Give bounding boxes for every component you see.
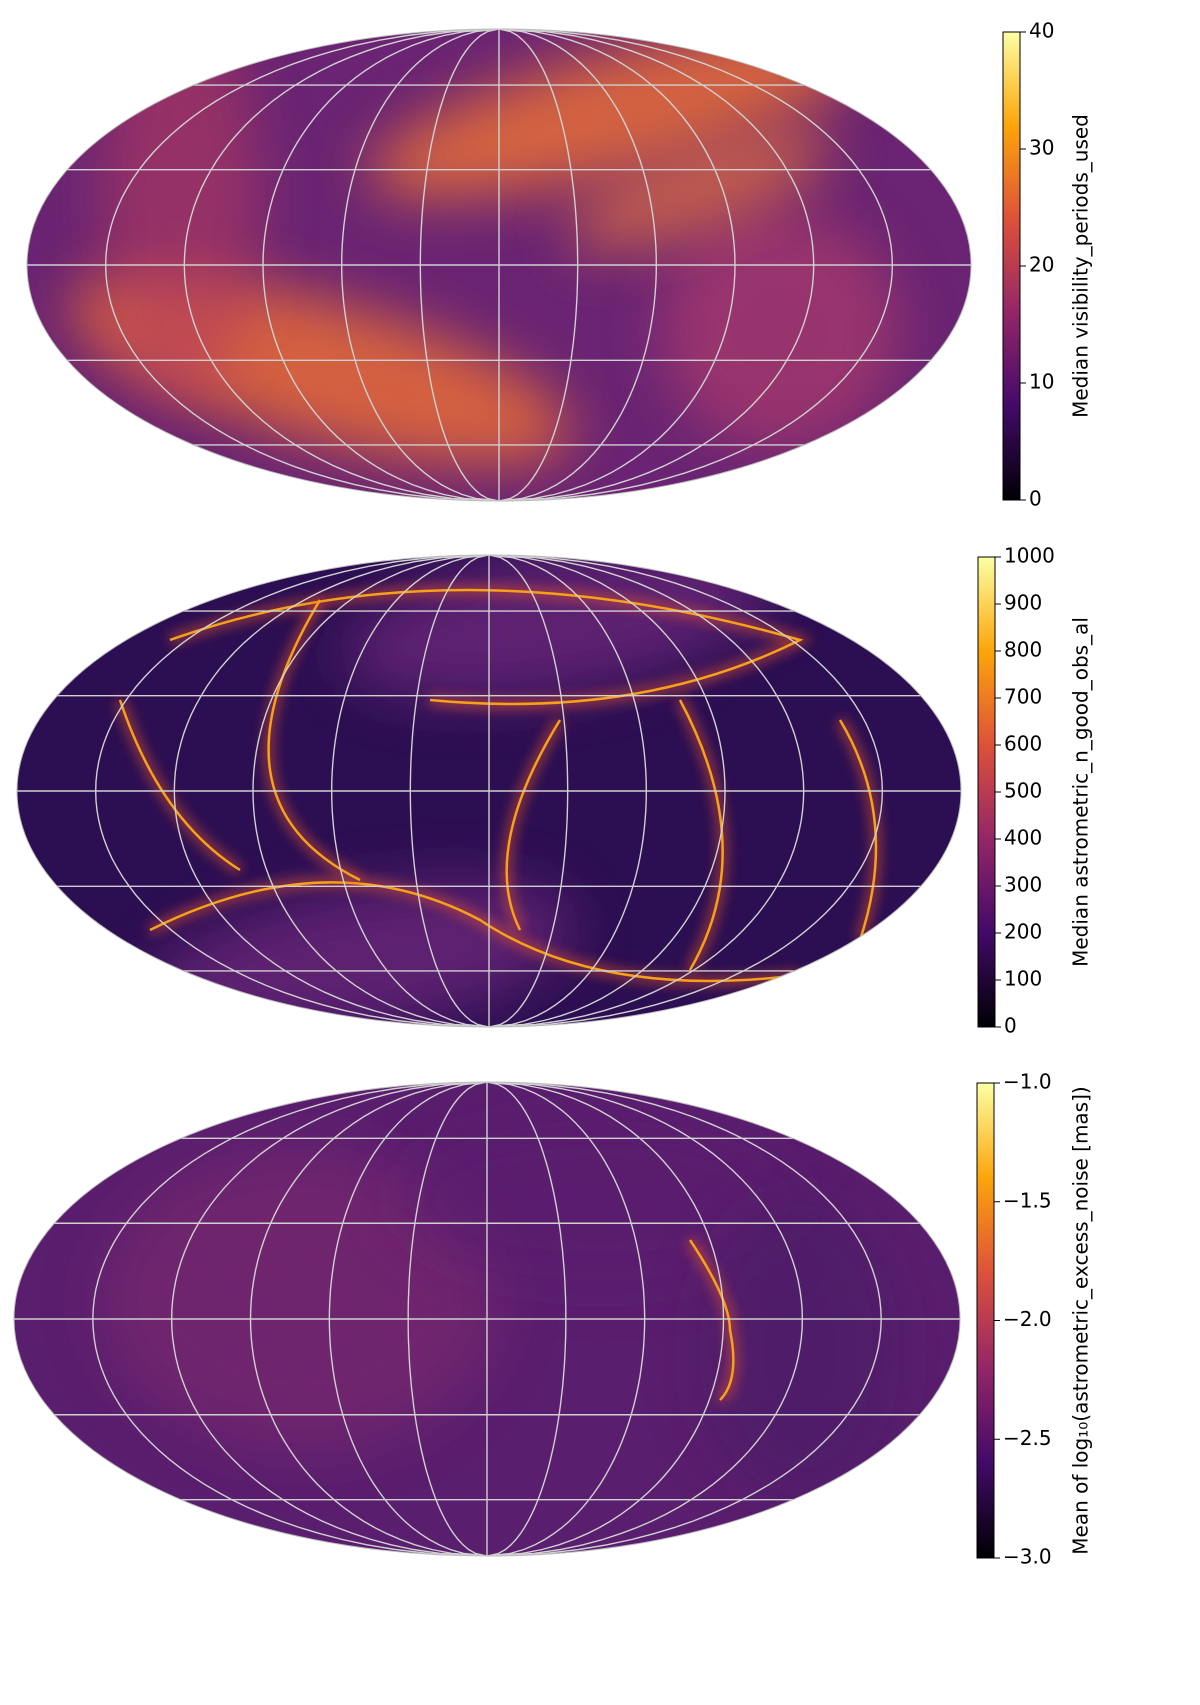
colorbar-tick-label: 0 xyxy=(1004,1014,1017,1038)
colorbar-tick-label: −1.5 xyxy=(1003,1188,1052,1212)
map-arc xyxy=(169,588,804,706)
map-feature xyxy=(400,1120,800,1280)
map-feature xyxy=(368,29,872,199)
map-arc xyxy=(678,699,724,971)
map-feature xyxy=(100,1150,500,1450)
colorbar-tick-label: 300 xyxy=(1004,873,1042,897)
colorbar-tick-label: 0 xyxy=(1029,487,1042,511)
map-outline xyxy=(13,1081,961,1557)
sky-map xyxy=(27,29,971,501)
colorbar-tick-label: 400 xyxy=(1004,826,1042,850)
colorbar-tick-label: 500 xyxy=(1004,779,1042,803)
sky-map xyxy=(14,1082,960,1556)
colorbar-tick-label: 30 xyxy=(1029,136,1054,160)
map-arc xyxy=(149,881,801,983)
map-arc xyxy=(838,719,878,941)
colorbar-tick-label: −3.0 xyxy=(1003,1545,1052,1569)
colorbar-tick-label: −2.0 xyxy=(1003,1307,1052,1331)
colorbar-tick-label: −2.5 xyxy=(1003,1426,1052,1450)
colorbar xyxy=(1002,31,1021,501)
map-feature xyxy=(100,29,260,400)
colorbar-tick-label: 600 xyxy=(1004,732,1042,756)
colorbar-label: Median astrometric_n_good_obs_al xyxy=(1069,617,1093,967)
map-arc xyxy=(118,699,241,872)
map-outline xyxy=(26,28,972,502)
colorbar-label: Mean of log₁₀(astrometric_excess_noise [… xyxy=(1069,1086,1093,1554)
map-outline xyxy=(16,554,962,1028)
map-feature xyxy=(660,210,900,450)
sky-map xyxy=(17,555,961,1027)
panel: 0 10 20 30 40 Median visibility_periods_used xyxy=(26,19,1093,511)
colorbar-tick-label: −1.0 xyxy=(1003,1070,1052,1094)
colorbar xyxy=(976,1082,995,1559)
colorbar-tick-label: 100 xyxy=(1004,967,1042,991)
map-arc xyxy=(688,1239,735,1401)
panel: −3.0 −2.5 −2.0 −1.5 −1.0 Mean of log₁₀(astrom… xyxy=(13,1070,1093,1569)
map-feature xyxy=(567,129,833,251)
colorbar-label: Median visibility_periods_used xyxy=(1069,114,1093,418)
colorbar-tick-label: 1000 xyxy=(1004,544,1055,568)
map-arc xyxy=(505,719,562,931)
colorbar-tick-label: 10 xyxy=(1029,370,1054,394)
colorbar-tick-label: 700 xyxy=(1004,685,1042,709)
map-arc xyxy=(267,599,361,882)
colorbar-tick-label: 800 xyxy=(1004,638,1042,662)
panel: 0 100 200 300 400 500 600 700 800 900 1000 Median a… xyxy=(16,544,1093,1038)
colorbar-tick-label: 20 xyxy=(1029,253,1054,277)
colorbar xyxy=(977,556,996,1028)
colorbar-tick-label: 900 xyxy=(1004,591,1042,615)
colorbar-tick-label: 40 xyxy=(1029,19,1054,43)
colorbar-tick-label: 200 xyxy=(1004,920,1042,944)
